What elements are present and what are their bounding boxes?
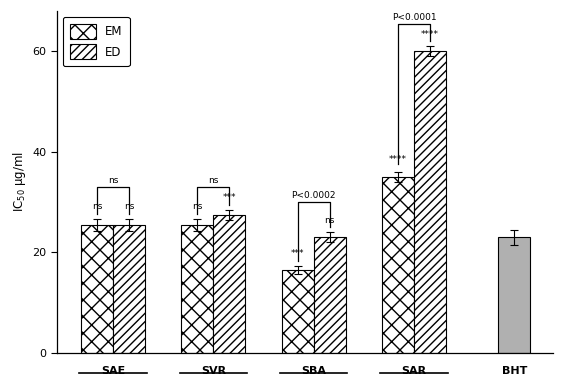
Legend: EM, ED: EM, ED [63,17,130,66]
Text: ns: ns [92,202,102,211]
Text: ***: *** [291,249,305,258]
Text: ns: ns [124,202,134,211]
Bar [314,237,346,353]
Text: ****: **** [389,155,407,164]
Bar [281,270,314,353]
Text: ns: ns [208,176,219,185]
Bar [81,224,113,353]
Text: ns: ns [324,216,335,224]
Bar [498,237,530,353]
Text: P<0.0002: P<0.0002 [292,191,336,200]
Bar [213,214,245,353]
Text: ns: ns [108,176,118,185]
Text: ***: *** [223,193,236,202]
Bar [382,177,414,353]
Bar [414,51,446,353]
Text: ns: ns [192,202,202,211]
Text: ****: **** [421,30,439,39]
Text: P<0.0001: P<0.0001 [391,13,437,22]
Bar [181,224,213,353]
Bar [113,224,145,353]
Y-axis label: IC$_{50}$ μg/ml: IC$_{50}$ μg/ml [11,151,28,212]
